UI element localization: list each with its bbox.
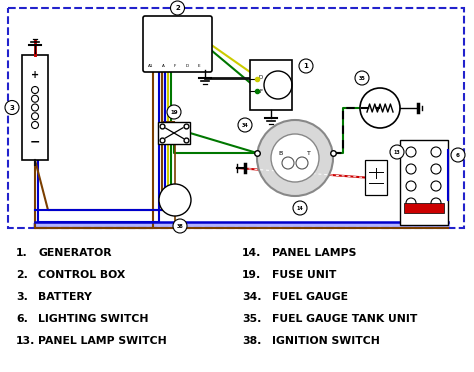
Bar (404, 203, 444, 213)
Circle shape (173, 219, 187, 233)
Text: BATTERY: BATTERY (38, 292, 92, 302)
Circle shape (271, 134, 319, 182)
Text: PANEL LAMP SWITCH: PANEL LAMP SWITCH (38, 336, 167, 346)
Text: A1: A1 (148, 64, 154, 68)
Text: +: + (31, 70, 39, 80)
Bar (158, 122, 190, 144)
Text: 38.: 38. (242, 336, 261, 346)
Text: FUEL GAUGE: FUEL GAUGE (272, 292, 348, 302)
Text: 1.: 1. (16, 248, 28, 258)
Text: 6.: 6. (16, 314, 28, 324)
Text: 2: 2 (175, 5, 180, 11)
Text: T: T (307, 151, 311, 155)
Bar (22, 55, 48, 160)
Text: 2.: 2. (16, 270, 28, 280)
Text: D: D (259, 75, 263, 80)
Text: 19: 19 (170, 109, 178, 115)
Text: F: F (174, 64, 176, 68)
Text: PANEL LAMPS: PANEL LAMPS (272, 248, 356, 258)
Text: IGNITION SWITCH: IGNITION SWITCH (272, 336, 380, 346)
Text: 38: 38 (177, 224, 183, 228)
Text: B: B (279, 151, 283, 155)
Text: 35.: 35. (242, 314, 261, 324)
Bar (365, 160, 387, 195)
Text: FUSE UNIT: FUSE UNIT (272, 270, 337, 280)
Text: 14: 14 (297, 205, 303, 211)
FancyBboxPatch shape (143, 16, 212, 72)
Text: 1: 1 (303, 63, 309, 69)
Text: 13.: 13. (16, 336, 36, 346)
Text: 3.: 3. (16, 292, 28, 302)
Text: LIGHTING SWITCH: LIGHTING SWITCH (38, 314, 148, 324)
Circle shape (451, 148, 465, 162)
Circle shape (5, 100, 19, 115)
Text: 6: 6 (456, 153, 460, 157)
Circle shape (360, 88, 400, 128)
Circle shape (159, 184, 191, 216)
Text: E: E (198, 64, 201, 68)
Text: 34: 34 (242, 122, 248, 128)
Circle shape (167, 105, 181, 119)
Text: 35: 35 (359, 76, 365, 80)
Circle shape (238, 118, 252, 132)
Circle shape (257, 120, 333, 196)
Circle shape (355, 71, 369, 85)
Text: 3: 3 (9, 105, 14, 110)
Text: 19.: 19. (242, 270, 261, 280)
Bar (8, 8, 464, 228)
Bar (400, 140, 448, 225)
Text: 34.: 34. (242, 292, 262, 302)
Text: −: − (30, 135, 40, 148)
Circle shape (390, 145, 404, 159)
Circle shape (293, 201, 307, 215)
Circle shape (171, 1, 184, 15)
Text: CONTROL BOX: CONTROL BOX (38, 270, 125, 280)
Text: 13: 13 (393, 150, 401, 154)
Text: F: F (259, 89, 263, 93)
Circle shape (299, 59, 313, 73)
Text: 14.: 14. (242, 248, 261, 258)
Text: A: A (162, 64, 164, 68)
Text: GENERATOR: GENERATOR (38, 248, 111, 258)
Bar (250, 60, 292, 110)
Text: FUEL GAUGE TANK UNIT: FUEL GAUGE TANK UNIT (272, 314, 418, 324)
Text: D: D (185, 64, 189, 68)
